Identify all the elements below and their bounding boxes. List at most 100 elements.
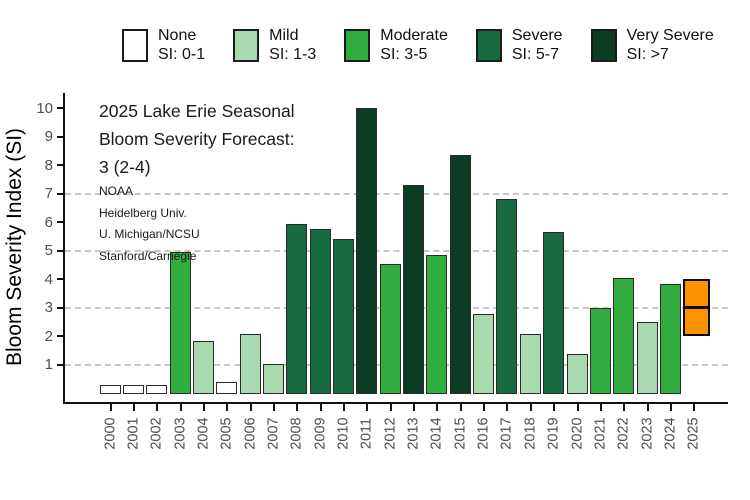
x-tick-mark bbox=[272, 404, 275, 411]
x-tick-mark bbox=[226, 404, 229, 411]
x-tick-mark bbox=[693, 404, 696, 411]
legend-item-label: Mild bbox=[269, 27, 299, 44]
y-tick-label-6: 6 bbox=[44, 213, 53, 231]
y-tick-mark bbox=[56, 249, 63, 252]
bar-2006 bbox=[239, 333, 261, 394]
legend-item-range: SI: 1-3 bbox=[269, 46, 317, 63]
x-tick-label-2009: 2009 bbox=[312, 417, 329, 450]
x-tick-mark bbox=[249, 404, 252, 411]
x-tick-mark bbox=[506, 404, 509, 411]
x-tick-mark bbox=[623, 404, 626, 411]
credit-lines: NOAA Heidelberg Univ. U. Michigan/NCSU S… bbox=[99, 181, 295, 267]
bar-2011 bbox=[356, 108, 378, 394]
x-tick-label-2017: 2017 bbox=[498, 417, 515, 450]
x-tick-mark bbox=[529, 404, 532, 411]
x-tick-label-2016: 2016 bbox=[475, 417, 492, 450]
legend-item-very-severe: Very Severe SI: >7 bbox=[590, 26, 714, 64]
y-tick-mark bbox=[56, 221, 63, 224]
x-tick-mark bbox=[669, 404, 672, 411]
x-tick-label-2013: 2013 bbox=[405, 417, 422, 450]
x-tick-label-2006: 2006 bbox=[242, 417, 259, 450]
legend-item-range: SI: 3-5 bbox=[380, 46, 428, 63]
legend-swatch-icon bbox=[122, 28, 148, 62]
bar-2016 bbox=[473, 313, 495, 394]
forecast-range-box bbox=[683, 279, 711, 337]
x-tick-label-2005: 2005 bbox=[218, 417, 235, 450]
x-tick-mark bbox=[389, 404, 392, 411]
bar-2017 bbox=[496, 199, 518, 394]
y-tick-label-8: 8 bbox=[44, 156, 53, 174]
legend-item-range: SI: 0-1 bbox=[158, 46, 206, 63]
credit-noaa: NOAA bbox=[99, 184, 134, 198]
x-tick-label-2014: 2014 bbox=[428, 417, 445, 450]
x-tick-label-2002: 2002 bbox=[148, 417, 165, 450]
y-tick-mark bbox=[56, 164, 63, 167]
y-tick-label-5: 5 bbox=[44, 242, 53, 260]
x-tick-mark bbox=[483, 404, 486, 411]
y-tick-mark bbox=[56, 278, 63, 281]
bar-2008 bbox=[286, 223, 308, 394]
forecast-central-estimate-line bbox=[685, 306, 709, 310]
bar-2001 bbox=[122, 384, 144, 394]
y-tick-mark bbox=[56, 306, 63, 309]
bar-2012 bbox=[379, 263, 401, 394]
legend-item-severe: Severe SI: 5-7 bbox=[475, 26, 563, 64]
x-tick-label-2000: 2000 bbox=[102, 417, 118, 450]
x-tick-label-2021: 2021 bbox=[592, 417, 609, 450]
legend-item-text: Severe SI: 5-7 bbox=[512, 26, 563, 64]
x-tick-label-2007: 2007 bbox=[265, 417, 282, 450]
x-tick-mark bbox=[156, 404, 159, 411]
legend-item-text: Very Severe SI: >7 bbox=[627, 26, 714, 64]
x-tick-mark bbox=[296, 404, 299, 411]
x-tick-label-2008: 2008 bbox=[288, 417, 305, 450]
bar-2000 bbox=[99, 384, 121, 394]
x-tick-mark bbox=[646, 404, 649, 411]
x-tick-label-2004: 2004 bbox=[195, 417, 212, 450]
bar-2004 bbox=[192, 340, 214, 394]
x-tick-mark bbox=[459, 404, 462, 411]
legend-item-text: Moderate SI: 3-5 bbox=[380, 26, 448, 64]
bar-2020 bbox=[566, 353, 588, 394]
bar-2013 bbox=[403, 185, 425, 394]
x-tick-mark bbox=[132, 404, 135, 411]
y-tick-label-4: 4 bbox=[44, 270, 53, 288]
bar-2005 bbox=[216, 382, 238, 394]
bar-2002 bbox=[146, 384, 168, 394]
x-tick-mark bbox=[343, 404, 345, 411]
y-tick-label-7: 7 bbox=[44, 185, 53, 203]
x-tick-mark bbox=[436, 404, 439, 411]
x-tick-mark bbox=[109, 404, 112, 411]
bar-2019 bbox=[543, 232, 565, 394]
x-tick-label-2020: 2020 bbox=[569, 417, 585, 450]
plot-panel: 2025 Lake Erie Seasonal Bloom Severity F… bbox=[63, 93, 728, 404]
severity-legend: None SI: 0-1 Mild SI: 1-3 Moderate SI: 3-5 Sev… bbox=[122, 26, 714, 64]
legend-item-label: Moderate bbox=[380, 27, 448, 44]
bar-2014 bbox=[426, 255, 448, 394]
x-tick-label-2015: 2015 bbox=[452, 417, 469, 450]
legend-item-mild: Mild SI: 1-3 bbox=[233, 26, 316, 64]
legend-item-moderate: Moderate SI: 3-5 bbox=[344, 26, 448, 64]
x-tick-label-2025: 2025 bbox=[685, 417, 702, 450]
x-tick-mark bbox=[553, 404, 556, 411]
legend-item-label: Very Severe bbox=[626, 27, 714, 44]
x-tick-label-2001: 2001 bbox=[125, 417, 142, 450]
bar-2018 bbox=[519, 333, 541, 394]
y-tick-mark bbox=[56, 107, 63, 109]
bar-2009 bbox=[309, 229, 331, 394]
legend-item-label: None bbox=[158, 27, 197, 44]
x-tick-label-2018: 2018 bbox=[522, 417, 539, 450]
legend-item-none: None SI: 0-1 bbox=[122, 26, 205, 64]
bar-2022 bbox=[613, 277, 635, 394]
y-tick-label-3: 3 bbox=[44, 299, 53, 317]
gridline-si-5 bbox=[65, 249, 728, 252]
legend-swatch-icon bbox=[344, 28, 371, 62]
x-tick-label-2022: 2022 bbox=[615, 417, 632, 450]
y-tick-label-10: 10 bbox=[36, 99, 53, 117]
x-tick-mark bbox=[599, 404, 602, 411]
legend-item-text: Mild SI: 1-3 bbox=[269, 26, 316, 64]
y-tick-label-2: 2 bbox=[44, 327, 53, 345]
y-tick-mark bbox=[56, 363, 63, 366]
legend-item-range: SI: >7 bbox=[626, 46, 669, 63]
bar-2023 bbox=[636, 322, 658, 394]
